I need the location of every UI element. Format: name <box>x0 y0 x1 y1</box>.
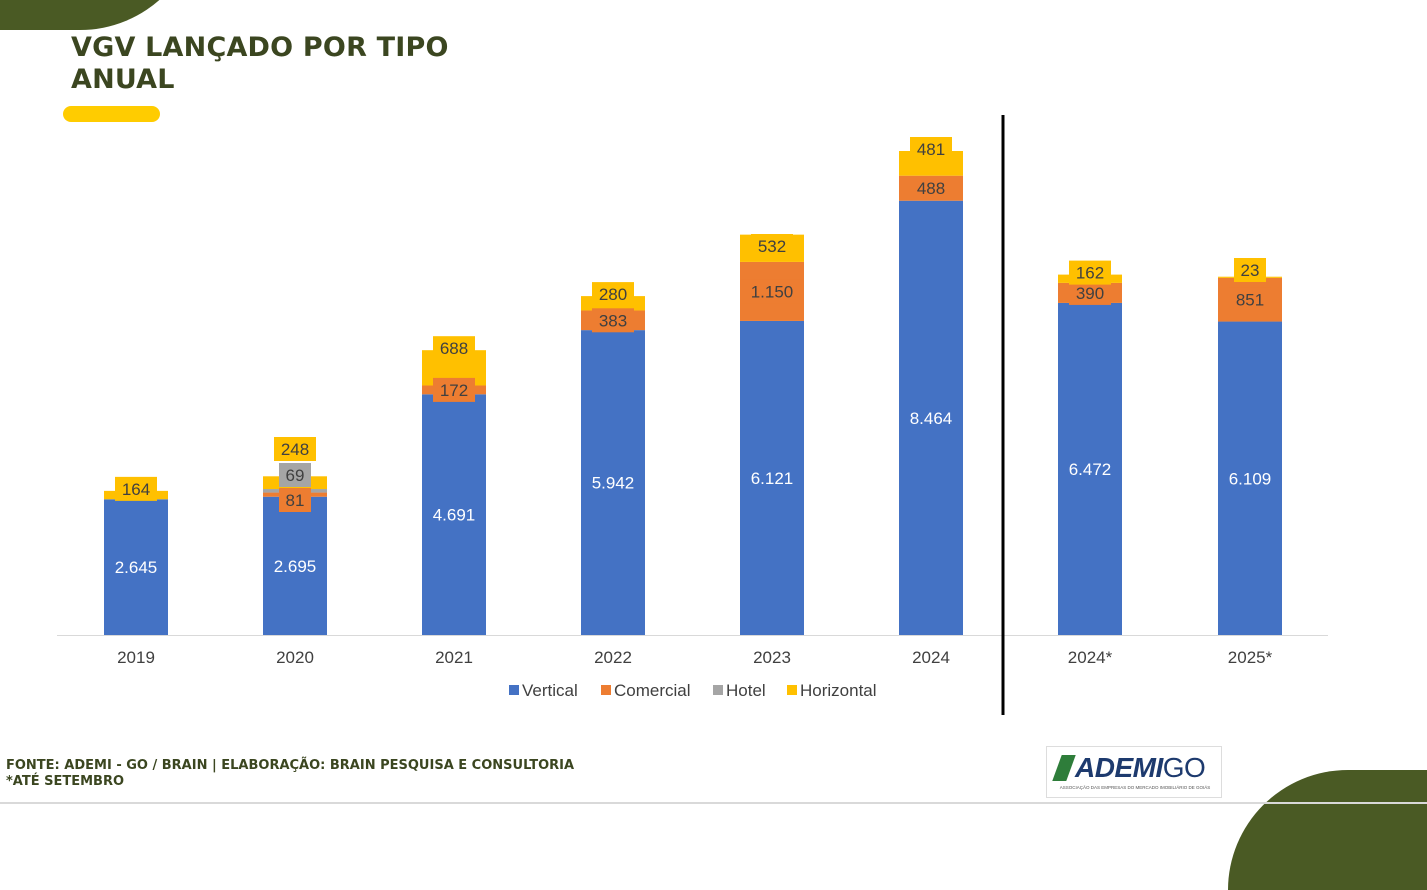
data-label-2024-horizontal-bg <box>910 137 952 162</box>
tick-label-2024: 2024 <box>912 648 950 667</box>
data-label-2025-comercial: 851 <box>1236 291 1264 310</box>
tick-label-2020: 2020 <box>276 648 314 667</box>
data-label-2024-vertical: 6.472 <box>1069 460 1112 479</box>
data-label-2024-comercial: 488 <box>917 179 945 198</box>
bar-2025-vertical <box>1218 321 1282 635</box>
data-label-2022-horizontal: 280 <box>599 285 627 304</box>
legend-swatch-horizontal <box>787 685 797 695</box>
legend-label-hotel: Hotel <box>726 681 766 700</box>
data-label-2024-comercial-bg <box>1069 280 1111 305</box>
logo-text-light: GO <box>1162 752 1206 783</box>
data-label-2020-hotel: 69 <box>286 466 305 485</box>
data-label-2021-horizontal: 688 <box>440 339 468 358</box>
title-underline-accent <box>63 106 160 122</box>
bar-2022-vertical <box>581 330 645 635</box>
data-label-2019-horizontal-bg <box>115 476 157 501</box>
data-label-2024-horizontal: 481 <box>917 140 945 159</box>
data-label-2021-vertical: 4.691 <box>433 506 476 525</box>
data-label-2023-comercial-bg <box>741 279 803 304</box>
data-label-2025-horizontal-bg <box>1234 258 1266 282</box>
data-label-2025-comercial-bg <box>1229 287 1271 312</box>
title-line-1: VGV LANÇADO POR TIPO <box>71 32 449 63</box>
logo-wordmark: ADEMIGO <box>1075 752 1206 783</box>
page-title: VGV LANÇADO POR TIPO ANUAL <box>71 32 449 96</box>
data-labels-layer: 2.645 164 2.695 81 69 248 4.691 172 688 5.942 383 2… <box>115 137 1272 577</box>
data-label-2019-vertical: 2.645 <box>115 558 158 577</box>
bar-2019-vertical <box>104 499 168 635</box>
tick-label-2025: 2025* <box>1228 648 1273 667</box>
tick-label-2023: 2023 <box>753 648 791 667</box>
data-label-2024-comercial-bg <box>910 176 952 201</box>
data-label-2021-horizontal-bg <box>433 336 475 361</box>
legend-label-comercial: Comercial <box>614 681 691 700</box>
data-label-2025-vertical: 6.109 <box>1229 469 1272 488</box>
data-label-2020-hotel-bg <box>279 463 311 487</box>
data-label-2022-comercial-bg <box>592 308 634 333</box>
legend-label-horizontal: Horizontal <box>800 681 877 700</box>
data-label-2020-comercial-bg <box>279 488 311 512</box>
data-label-2024-horizontal: 162 <box>1076 264 1104 283</box>
tick-label-2022: 2022 <box>594 648 632 667</box>
data-label-2023-horizontal-bg <box>751 234 793 258</box>
legend: Vertical Comercial Hotel Horizontal <box>509 681 877 700</box>
logo-tagline: ASSOCIAÇÃO DAS EMPRESAS DO MERCADO IMOBI… <box>1059 785 1211 790</box>
bar-2024-vertical <box>1058 302 1122 635</box>
data-label-2025-horizontal: 23 <box>1241 261 1260 280</box>
x-axis: 2019 2020 2021 2022 2023 2024 2024* 2025* <box>57 115 1328 715</box>
data-label-2022-comercial: 383 <box>599 311 627 330</box>
data-label-2021-comercial: 172 <box>440 381 468 400</box>
data-label-2023-vertical: 6.121 <box>751 469 794 488</box>
bottom-rule <box>0 802 1427 804</box>
data-label-2020-vertical: 2.695 <box>274 557 317 576</box>
legend-swatch-comercial <box>601 685 611 695</box>
data-label-2023-comercial: 1.150 <box>751 282 794 301</box>
legend-swatch-vertical <box>509 685 519 695</box>
data-label-2020-horizontal: 248 <box>281 440 309 459</box>
data-label-2019-horizontal: 164 <box>122 480 150 499</box>
bar-2020-vertical <box>263 496 327 635</box>
data-label-2020-horizontal-bg <box>274 437 316 461</box>
data-label-2022-vertical: 5.942 <box>592 474 635 493</box>
bar-2024-vertical <box>899 200 963 635</box>
ademi-go-logo: ADEMIGO ASSOCIAÇÃO DAS EMPRESAS DO MERCA… <box>1046 746 1222 798</box>
tick-label-2021: 2021 <box>435 648 473 667</box>
footer: FONTE: ADEMI - GO / BRAIN | ELABORAÇÃO: … <box>6 758 574 790</box>
legend-swatch-hotel <box>713 685 723 695</box>
stacked-bar-chart: 2.6451642.69581692484.6911726885.9423832… <box>57 115 1328 715</box>
footer-note: *ATÉ SETEMBRO <box>6 774 125 789</box>
logo-text-bold: ADEMI <box>1075 752 1163 783</box>
logo-mark-icon <box>1052 755 1076 781</box>
tick-label-2019: 2019 <box>117 648 155 667</box>
tick-label-2024: 2024* <box>1068 648 1113 667</box>
data-label-2022-horizontal-bg <box>592 282 634 307</box>
bar-2021-vertical <box>422 394 486 635</box>
bar-2023-vertical <box>740 320 804 635</box>
data-label-2024-vertical: 8.464 <box>910 409 953 428</box>
legend-label-vertical: Vertical <box>522 681 578 700</box>
footer-source: FONTE: ADEMI - GO / BRAIN | ELABORAÇÃO: … <box>6 758 575 773</box>
data-label-2020-comercial: 81 <box>286 491 305 510</box>
data-label-2024-horizontal-bg <box>1069 260 1111 285</box>
data-label-2021-comercial-bg <box>433 377 475 402</box>
data-label-2023-horizontal: 532 <box>758 237 786 256</box>
data-label-2024-comercial: 390 <box>1076 284 1104 303</box>
title-line-2: ANUAL <box>71 64 175 95</box>
